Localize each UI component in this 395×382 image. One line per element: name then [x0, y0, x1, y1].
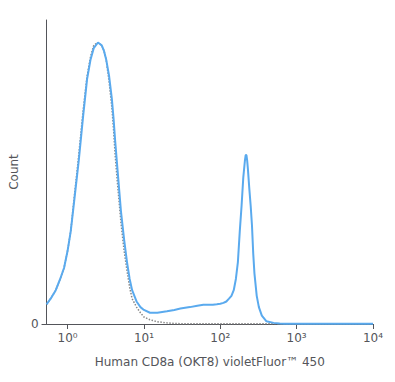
- svg-text:Count: Count: [7, 154, 21, 190]
- svg-text:0: 0: [31, 317, 39, 331]
- svg-text:10²: 10²: [210, 331, 230, 345]
- svg-text:10⁴: 10⁴: [363, 331, 383, 345]
- svg-text:10¹: 10¹: [134, 331, 154, 345]
- svg-text:Human CD8a (OKT8) violetFluor™: Human CD8a (OKT8) violetFluor™ 450: [95, 355, 325, 369]
- svg-text:10³: 10³: [287, 331, 307, 345]
- svg-text:10⁰: 10⁰: [58, 331, 78, 345]
